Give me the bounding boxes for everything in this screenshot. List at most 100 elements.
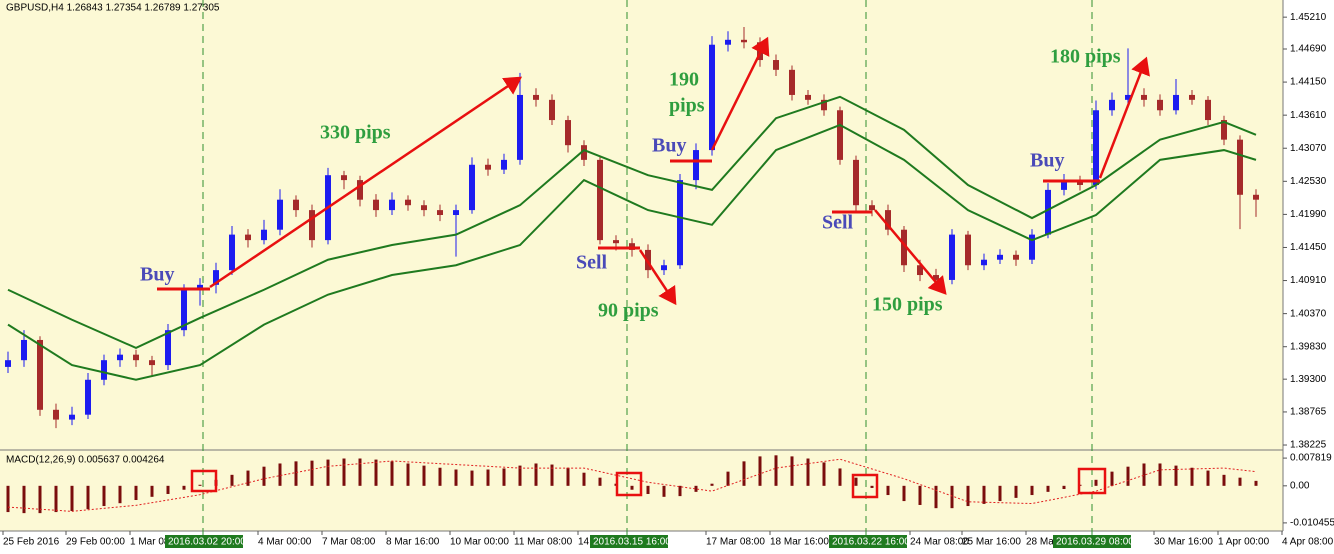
y-tick-label: -0.010455	[1290, 518, 1334, 529]
highlight-box	[190, 469, 218, 493]
y-tick-label: 1.44150	[1290, 77, 1327, 88]
candle-body	[501, 159, 507, 170]
candle-body	[69, 414, 75, 420]
macd-bar	[1014, 485, 1018, 498]
candle-body	[821, 99, 827, 111]
candle-body	[421, 205, 427, 211]
macd-bar	[550, 464, 554, 486]
macd-bar	[150, 485, 154, 497]
y-tick-label: 1.43610	[1290, 110, 1327, 121]
macd-bar	[86, 485, 90, 510]
candle-body	[5, 360, 11, 367]
candle-body	[37, 339, 43, 410]
candle-body	[277, 199, 283, 230]
macd-bar	[582, 472, 586, 486]
chart-title: GBPUSD,H4 1.26843 1.27354 1.26789 1.2730…	[6, 3, 220, 14]
macd-bar	[662, 485, 666, 497]
y-tick-label: 1.41450	[1290, 242, 1327, 253]
macd-bar	[870, 485, 874, 488]
macd-bar	[390, 461, 394, 486]
annotation: Buy	[652, 135, 686, 157]
x-tick-label: 4 Mar 00:00	[258, 537, 312, 548]
macd-bar	[918, 485, 922, 505]
x-tick-label: 25 Feb 2016	[3, 537, 60, 548]
x-tick-label: 1 Apr 00:00	[1218, 537, 1270, 548]
macd-bar	[470, 470, 474, 486]
x-tick-label: 29 Feb 00:00	[66, 537, 125, 548]
candle-body	[133, 354, 139, 361]
candle-body	[1045, 189, 1051, 235]
macd-bar	[774, 455, 778, 486]
candle-body	[1237, 139, 1243, 195]
x-tick-label: 1 Mar 08:00	[130, 537, 184, 548]
y-tick-label: 1.42530	[1290, 176, 1327, 187]
x-tick-label: 4 Apr 08:00	[1282, 537, 1334, 548]
y-tick-label: 1.40910	[1290, 275, 1327, 286]
marked-label-bg	[1053, 535, 1131, 548]
candle-body	[661, 265, 667, 271]
macd-bar	[790, 456, 794, 486]
candle-body	[1173, 94, 1179, 111]
x-tick-label: 17 Mar 08:00	[706, 537, 765, 548]
macd-bar	[1126, 466, 1130, 486]
macd-bar	[1094, 479, 1098, 486]
macd-bar	[966, 485, 970, 507]
macd-bar	[1254, 480, 1258, 486]
marked-label-bg	[165, 535, 243, 548]
candle-body	[837, 110, 843, 160]
macd-bar	[230, 474, 234, 486]
candle-body	[853, 159, 859, 206]
candle-body	[1109, 99, 1115, 111]
candle-body	[293, 199, 299, 211]
band-line	[7, 95, 1257, 350]
candle-body	[709, 44, 715, 151]
macd-bar	[1046, 485, 1050, 492]
annotation: 90 pips	[598, 300, 659, 322]
macd-bar	[22, 485, 26, 514]
candle-body	[1221, 120, 1227, 140]
trade-lines	[157, 36, 1150, 306]
macd-bar	[374, 459, 378, 486]
candle-body	[165, 330, 171, 366]
macd-bar	[950, 485, 954, 509]
candle-body	[341, 175, 347, 181]
x-tick-label: 8 Mar 16:00	[386, 537, 440, 548]
candle-body	[1253, 194, 1259, 200]
annotation: Sell	[822, 212, 854, 234]
candle-body	[1061, 180, 1067, 190]
macd-bar	[310, 460, 314, 486]
macd-boxes	[190, 467, 1107, 499]
macd-bar	[1174, 465, 1178, 486]
annotation: Sell	[576, 252, 608, 274]
annotation: pips	[669, 95, 705, 117]
candle-body	[517, 94, 523, 160]
candle-body	[357, 180, 363, 200]
candle-body	[917, 265, 923, 276]
macd-bar	[438, 467, 442, 486]
macd-bar	[742, 461, 746, 486]
macd-bar	[166, 485, 170, 494]
annotation: Buy	[1030, 150, 1064, 172]
macd-bar	[518, 465, 522, 486]
annotation: Buy	[140, 264, 174, 286]
macd-bar	[326, 459, 330, 486]
macd-bar	[1222, 474, 1226, 486]
candle-body	[613, 240, 619, 244]
macd-bar	[566, 467, 570, 486]
y-tick-label: 1.38225	[1290, 440, 1327, 451]
macd-bar	[1062, 485, 1066, 490]
candle-body	[1189, 94, 1195, 100]
candle-body	[437, 210, 443, 216]
move-arrow	[209, 76, 523, 289]
candle-body	[53, 409, 59, 420]
candle-body	[981, 259, 987, 266]
macd-bar	[246, 470, 250, 486]
macd-bar	[838, 468, 842, 486]
y-tick-label: 1.38765	[1290, 407, 1327, 418]
macd-bar	[854, 477, 858, 486]
x-tick-label: 18 Mar 16:00	[770, 537, 829, 548]
move-arrow	[1098, 56, 1150, 179]
candle-body	[741, 39, 747, 43]
candle-body	[901, 229, 907, 266]
